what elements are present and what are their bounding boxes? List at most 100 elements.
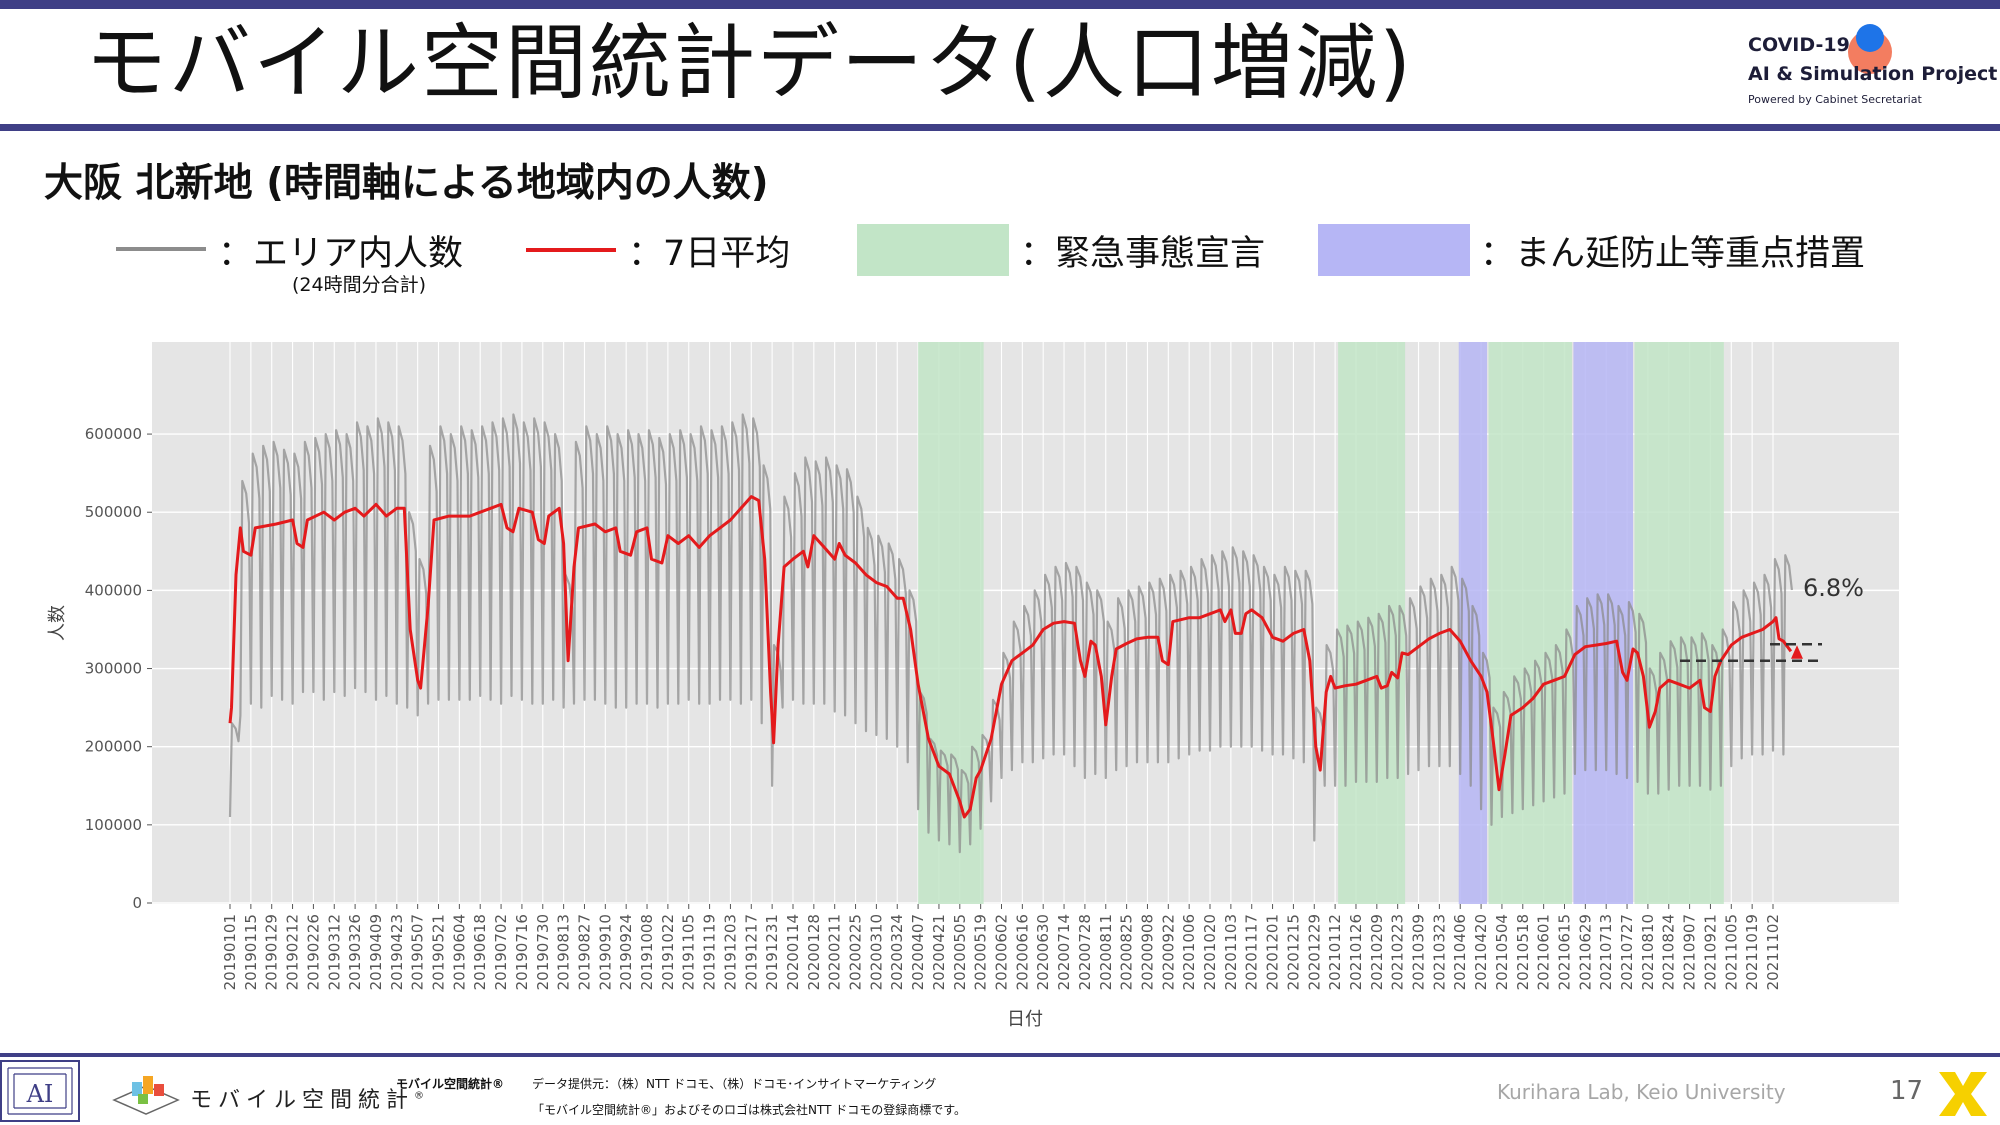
legend-emergency-label: ：緊急事態宣言	[1020, 234, 1266, 274]
page-title: モバイル空間統計データ(人口増減)	[85, 16, 1413, 111]
logo-line2: AI & Simulation Project	[1748, 63, 1998, 85]
trademark-note: 「モバイル空間統計®」およびそのロゴは株式会社NTT ドコモの登録商標です。	[532, 1103, 967, 1117]
x-tick-label: 20200811	[1097, 914, 1115, 990]
x-tick-label: 20210601	[1535, 914, 1553, 990]
page-number: 17	[1890, 1076, 1924, 1106]
shaded-period-emergency	[1488, 342, 1572, 904]
x-tick-label: 20200728	[1076, 914, 1094, 990]
x-tick-label: 20190521	[430, 914, 448, 990]
title-divider	[0, 124, 2000, 131]
legend-quasi-swatch	[1318, 224, 1470, 276]
x-tick-label: 20210112	[1326, 914, 1344, 990]
x-tick-label: 20210518	[1514, 914, 1532, 990]
top-accent-bar	[0, 0, 2000, 9]
y-tick-label: 200000	[85, 738, 142, 756]
x-tick-label: 20200519	[972, 914, 990, 990]
series-raw-line	[228, 413, 1793, 854]
increase-arrow-icon	[1791, 645, 1803, 659]
change-annotation-label: 6.8%	[1803, 574, 1864, 602]
x-tick-label: 20201020	[1201, 914, 1219, 990]
x-tick-label: 20190409	[367, 914, 385, 990]
x-tick-label: 20201006	[1180, 914, 1198, 990]
x-tick-label: 20190101	[221, 914, 239, 990]
keio-x-logo-icon	[1939, 1072, 1987, 1116]
legend-raw-swatch	[116, 247, 206, 251]
x-tick-label: 20190910	[596, 914, 614, 990]
x-tick-label: 20210504	[1493, 914, 1511, 990]
x-tick-label: 20210615	[1555, 914, 1573, 990]
footer-divider	[0, 1053, 2000, 1057]
x-tick-label: 20200310	[867, 914, 885, 990]
x-tick-label: 20211005	[1722, 914, 1740, 990]
legend-emergency-swatch	[857, 224, 1009, 276]
x-tick-label: 20200908	[1138, 914, 1156, 990]
x-tick-label: 20210309	[1410, 914, 1428, 990]
svg-text:AI: AI	[26, 1080, 54, 1108]
covid-ai-logo: COVID-19 AI & Simulation Project Powered…	[1748, 22, 1997, 117]
x-tick-label: 20210713	[1597, 914, 1615, 990]
product-label: モバイル空間統計®	[396, 1077, 505, 1091]
y-tick-label: 600000	[85, 425, 142, 443]
x-tick-label: 20200128	[805, 914, 823, 990]
x-axis-title: 日付	[1007, 1009, 1043, 1030]
x-tick-label: 20200225	[847, 914, 865, 990]
x-tick-label: 20201229	[1305, 914, 1323, 990]
y-tick-label: 500000	[85, 503, 142, 521]
x-tick-label: 20201215	[1284, 914, 1302, 990]
y-tick-label: 300000	[85, 660, 142, 678]
x-tick-label: 20210420	[1472, 914, 1490, 990]
x-tick-label: 20210223	[1389, 914, 1407, 990]
x-tick-label: 20190129	[263, 914, 281, 990]
x-tick-label: 20201103	[1222, 914, 1240, 990]
x-tick-label: 20200714	[1055, 914, 1073, 990]
x-tick-label: 20190827	[575, 914, 593, 990]
x-tick-label: 20211102	[1764, 914, 1782, 990]
x-tick-label: 20210629	[1576, 914, 1594, 990]
legend-quasi-label: ：まん延防止等重点措置	[1480, 234, 1866, 274]
x-tick-label: 20191203	[721, 914, 739, 990]
x-tick-label: 20191022	[659, 914, 677, 990]
x-tick-label: 20210323	[1430, 914, 1448, 990]
x-tick-label: 20210921	[1701, 914, 1719, 990]
x-tick-label: 20210209	[1368, 914, 1386, 990]
x-tick-label: 20200114	[784, 914, 802, 990]
y-tick-label: 400000	[85, 581, 142, 599]
x-tick-label: 20190813	[555, 914, 573, 990]
x-tick-label: 20191119	[701, 914, 719, 990]
logo-line1: COVID-19	[1748, 34, 1850, 56]
lab-credit: Kurihara Lab, Keio University	[1497, 1080, 1786, 1104]
x-tick-label: 20191008	[638, 914, 656, 990]
x-tick-label: 20191105	[680, 914, 698, 990]
x-tick-label: 20190604	[450, 914, 468, 990]
legend-raw-label: ：エリア内人数	[218, 234, 464, 274]
x-tick-label: 20190716	[513, 914, 531, 990]
x-tick-label: 20200324	[888, 914, 906, 990]
x-tick-label: 20190507	[409, 914, 427, 990]
x-tick-label: 20190212	[284, 914, 302, 990]
x-tick-label: 20201201	[1264, 914, 1282, 990]
legend-avg-label: ：7日平均	[628, 234, 791, 274]
logo-blue-circle-icon	[1856, 24, 1884, 52]
x-tick-label: 20190702	[492, 914, 510, 990]
x-tick-label: 20210907	[1681, 914, 1699, 990]
ai-lab-icon: AI	[0, 1060, 80, 1122]
x-tick-label: 20210824	[1660, 914, 1678, 990]
x-tick-label: 20200211	[826, 914, 844, 990]
x-tick-label: 20201117	[1243, 914, 1261, 990]
x-tick-label: 20210810	[1639, 914, 1657, 990]
legend-avg-swatch	[526, 248, 616, 252]
x-tick-label: 20210727	[1618, 914, 1636, 990]
legend-raw-note: (24時間分合計)	[292, 274, 427, 296]
shaded-period-emergency	[1634, 342, 1724, 904]
x-tick-label: 20190326	[346, 914, 364, 990]
x-tick-label: 20191217	[742, 914, 760, 990]
x-tick-label: 20190730	[534, 914, 552, 990]
y-tick-label: 0	[132, 894, 142, 912]
y-axis-title: 人数	[47, 605, 68, 641]
x-tick-label: 20190618	[471, 914, 489, 990]
mobile-spatial-logo: モバイル空間統計®	[110, 1072, 424, 1116]
x-tick-label: 20211019	[1743, 914, 1761, 990]
x-tick-label: 20210126	[1347, 914, 1365, 990]
x-tick-label: 20191231	[763, 914, 781, 990]
